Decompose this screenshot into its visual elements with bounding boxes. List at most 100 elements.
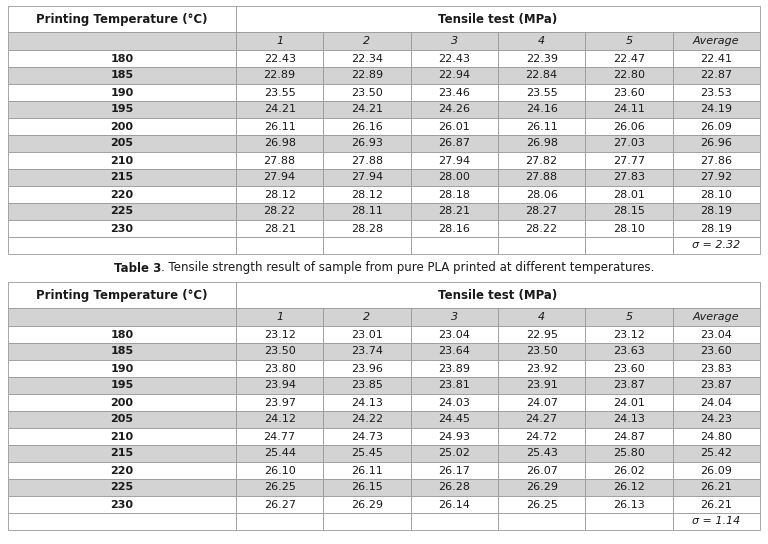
Bar [498, 169, 585, 186]
Text: 26.16: 26.16 [351, 121, 383, 132]
Bar [673, 101, 760, 118]
Bar [236, 282, 760, 308]
Bar [236, 479, 323, 496]
Text: 230: 230 [111, 499, 134, 510]
Bar [411, 428, 498, 445]
Bar [323, 101, 411, 118]
Text: 22.43: 22.43 [439, 53, 470, 64]
Bar [411, 169, 498, 186]
Text: Tensile test (MPa): Tensile test (MPa) [439, 288, 558, 301]
Bar [236, 220, 323, 237]
Bar [673, 308, 760, 326]
Text: 210: 210 [111, 431, 134, 442]
Text: 1: 1 [276, 312, 283, 322]
Bar [498, 462, 585, 479]
Text: 26.27: 26.27 [263, 499, 296, 510]
Text: 210: 210 [111, 156, 134, 165]
Text: 24.01: 24.01 [613, 398, 645, 407]
Text: 27.83: 27.83 [613, 172, 645, 182]
Text: 23.04: 23.04 [439, 330, 470, 339]
Bar [8, 308, 236, 326]
Text: 26.21: 26.21 [700, 499, 732, 510]
Bar [585, 32, 673, 50]
Text: 22.84: 22.84 [525, 71, 558, 81]
Bar [8, 496, 236, 513]
Bar [673, 513, 760, 530]
Text: 23.12: 23.12 [613, 330, 645, 339]
Text: 23.55: 23.55 [526, 88, 558, 97]
Text: 27.77: 27.77 [613, 156, 645, 165]
Text: 24.12: 24.12 [263, 415, 296, 424]
Bar [8, 343, 236, 360]
Text: 26.11: 26.11 [263, 121, 296, 132]
Text: 26.06: 26.06 [613, 121, 645, 132]
Text: 23.97: 23.97 [263, 398, 296, 407]
Bar [498, 186, 585, 203]
Text: 28.27: 28.27 [525, 207, 558, 217]
Text: 28.22: 28.22 [263, 207, 296, 217]
Text: 28.22: 28.22 [525, 224, 558, 233]
Bar [8, 428, 236, 445]
Bar [8, 513, 236, 530]
Bar [498, 394, 585, 411]
Text: 24.21: 24.21 [263, 104, 296, 114]
Bar [498, 411, 585, 428]
Text: 24.21: 24.21 [351, 104, 383, 114]
Bar [411, 343, 498, 360]
Bar [585, 84, 673, 101]
Bar [8, 186, 236, 203]
Bar [8, 118, 236, 135]
Text: 205: 205 [111, 139, 134, 149]
Text: 26.15: 26.15 [351, 483, 383, 492]
Text: 23.85: 23.85 [351, 380, 383, 391]
Bar [498, 152, 585, 169]
Bar [673, 326, 760, 343]
Bar [498, 308, 585, 326]
Text: 26.87: 26.87 [439, 139, 470, 149]
Text: 24.73: 24.73 [351, 431, 383, 442]
Bar [498, 377, 585, 394]
Bar [236, 496, 323, 513]
Text: 28.15: 28.15 [613, 207, 645, 217]
Text: 22.80: 22.80 [613, 71, 645, 81]
Bar [236, 67, 323, 84]
Text: 3: 3 [451, 36, 458, 46]
Text: Tensile test (MPa): Tensile test (MPa) [439, 13, 558, 26]
Bar [411, 186, 498, 203]
Bar [323, 220, 411, 237]
Text: 26.09: 26.09 [700, 466, 732, 475]
Bar [673, 360, 760, 377]
Text: 23.60: 23.60 [700, 347, 732, 356]
Text: 180: 180 [111, 53, 134, 64]
Bar [411, 220, 498, 237]
Bar [585, 101, 673, 118]
Text: 23.89: 23.89 [439, 363, 470, 374]
Bar [411, 50, 498, 67]
Text: 23.87: 23.87 [700, 380, 733, 391]
Bar [673, 169, 760, 186]
Bar [585, 394, 673, 411]
Bar [411, 101, 498, 118]
Text: 28.12: 28.12 [263, 189, 296, 200]
Bar [323, 428, 411, 445]
Text: 28.18: 28.18 [439, 189, 470, 200]
Text: 26.93: 26.93 [351, 139, 383, 149]
Bar [8, 282, 236, 308]
Bar [585, 513, 673, 530]
Text: 27.94: 27.94 [263, 172, 296, 182]
Bar [411, 479, 498, 496]
Text: 26.25: 26.25 [526, 499, 558, 510]
Bar [323, 411, 411, 428]
Bar [323, 67, 411, 84]
Bar [8, 169, 236, 186]
Bar [236, 101, 323, 118]
Bar [8, 445, 236, 462]
Text: 26.28: 26.28 [439, 483, 470, 492]
Text: 24.07: 24.07 [525, 398, 558, 407]
Bar [498, 118, 585, 135]
Text: 24.72: 24.72 [525, 431, 558, 442]
Text: 205: 205 [111, 415, 134, 424]
Text: 26.29: 26.29 [525, 483, 558, 492]
Text: σ = 2.32: σ = 2.32 [692, 240, 740, 250]
Text: 27.92: 27.92 [700, 172, 733, 182]
